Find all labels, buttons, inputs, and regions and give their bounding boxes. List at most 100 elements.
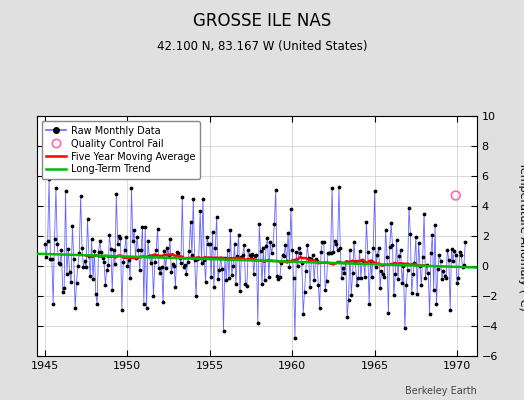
- Point: [337, 275, 346, 282]
- Point: [315, 305, 324, 311]
- Point: [74, 262, 82, 269]
- Point: [225, 274, 233, 281]
- Point: [237, 253, 246, 260]
- Point: [428, 232, 436, 238]
- Point: [421, 274, 430, 281]
- Point: [143, 305, 151, 312]
- Point: [214, 276, 222, 282]
- Point: [369, 244, 377, 251]
- Point: [229, 263, 237, 269]
- Point: [199, 195, 207, 202]
- Point: [450, 248, 458, 254]
- Point: [201, 278, 210, 285]
- Point: [269, 242, 277, 248]
- Point: [410, 260, 419, 266]
- Point: [277, 260, 286, 266]
- Point: [296, 250, 304, 256]
- Point: [434, 266, 442, 272]
- Point: [289, 275, 298, 282]
- Point: [183, 258, 192, 265]
- Point: [88, 236, 96, 242]
- Point: [60, 285, 68, 291]
- Point: [52, 185, 60, 191]
- Point: [126, 275, 134, 282]
- Point: [251, 253, 259, 259]
- Point: [416, 262, 424, 269]
- Point: [46, 256, 54, 262]
- Point: [247, 252, 255, 259]
- Point: [401, 325, 409, 332]
- Point: [328, 185, 336, 191]
- Point: [188, 252, 196, 258]
- Point: [70, 256, 78, 262]
- Point: [115, 233, 123, 239]
- Point: [227, 272, 236, 278]
- Point: [332, 241, 341, 248]
- Point: [108, 287, 116, 294]
- Point: [424, 270, 432, 277]
- Point: [395, 253, 403, 260]
- Point: [150, 258, 159, 265]
- Point: [220, 327, 228, 334]
- Point: [180, 263, 188, 270]
- Point: [427, 250, 435, 256]
- Point: [240, 242, 248, 248]
- Point: [311, 256, 320, 263]
- Point: [350, 239, 358, 246]
- Point: [149, 293, 158, 299]
- Point: [211, 245, 220, 251]
- Point: [94, 248, 103, 255]
- Point: [458, 264, 467, 271]
- Point: [454, 275, 463, 281]
- Point: [141, 223, 149, 230]
- Point: [302, 268, 310, 274]
- Point: [139, 300, 148, 307]
- Point: [413, 290, 421, 297]
- Point: [248, 250, 257, 257]
- Point: [132, 255, 140, 262]
- Point: [262, 242, 270, 249]
- Point: [130, 227, 138, 234]
- Point: [161, 265, 170, 271]
- Point: [223, 247, 232, 254]
- Point: [307, 256, 315, 262]
- Point: [317, 248, 325, 255]
- Point: [436, 258, 445, 264]
- Point: [394, 276, 402, 282]
- Point: [86, 273, 94, 279]
- Point: [165, 253, 173, 259]
- Point: [54, 260, 63, 267]
- Point: [216, 254, 225, 261]
- Point: [361, 274, 369, 280]
- Point: [303, 242, 311, 249]
- Point: [152, 247, 160, 254]
- Point: [402, 282, 410, 288]
- Point: [78, 244, 86, 251]
- Point: [222, 277, 231, 284]
- Point: [325, 250, 333, 256]
- Point: [72, 280, 81, 286]
- Point: [63, 271, 71, 278]
- Point: [324, 250, 332, 256]
- Point: [417, 282, 425, 288]
- Point: [119, 259, 127, 266]
- Text: GROSSE ILE NAS: GROSSE ILE NAS: [193, 12, 331, 30]
- Point: [256, 248, 265, 255]
- Point: [453, 280, 461, 286]
- Y-axis label: Temperature Anomaly (°C): Temperature Anomaly (°C): [518, 162, 524, 310]
- Point: [82, 264, 90, 270]
- Point: [270, 221, 279, 227]
- Point: [123, 263, 132, 269]
- Point: [61, 188, 70, 194]
- Point: [265, 274, 273, 280]
- Point: [160, 248, 169, 254]
- Point: [104, 262, 112, 268]
- Point: [137, 247, 145, 253]
- Point: [234, 231, 243, 238]
- Point: [200, 256, 209, 263]
- Point: [122, 234, 130, 241]
- Point: [203, 234, 211, 240]
- Text: 42.100 N, 83.167 W (United States): 42.100 N, 83.167 W (United States): [157, 40, 367, 53]
- Point: [178, 194, 187, 200]
- Point: [365, 300, 373, 307]
